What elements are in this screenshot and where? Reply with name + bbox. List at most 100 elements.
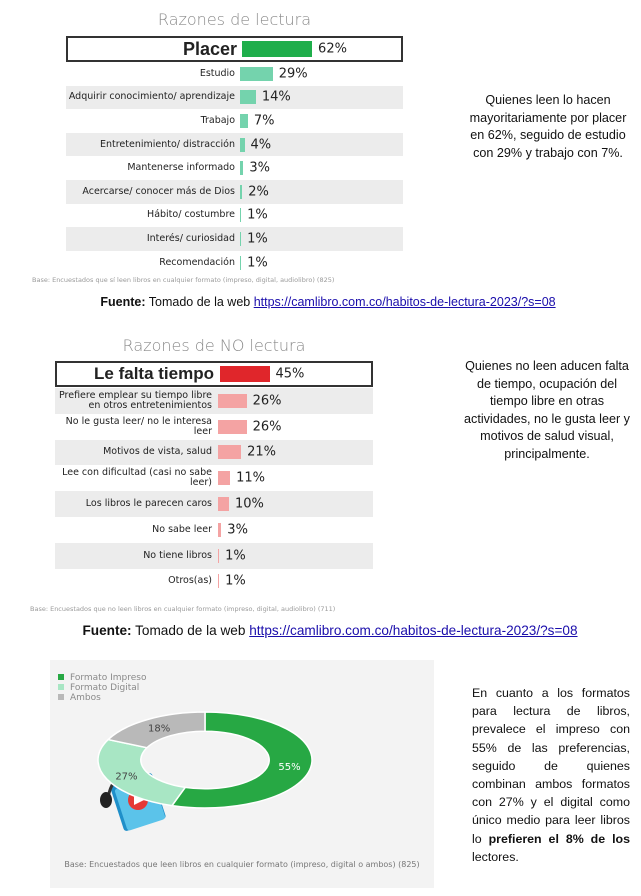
bar <box>218 420 247 434</box>
value-label: 62% <box>318 42 347 57</box>
value-label: 10% <box>235 497 264 512</box>
bar-row: Estudio 29% <box>66 62 403 86</box>
bar <box>218 394 247 408</box>
value-label: 26% <box>253 393 282 408</box>
slice-label: 55% <box>278 762 300 773</box>
category-label: Acercarse/ conocer más de Dios <box>66 187 235 197</box>
value-label: 1% <box>225 574 246 589</box>
bar-row: Entretenimiento/ distracción 4% <box>66 133 403 157</box>
value-label: 3% <box>227 522 248 537</box>
category-label: No le gusta leer/ no le interesa leer <box>55 417 212 437</box>
value-label: 4% <box>251 137 272 152</box>
bar-row: No le gusta leer/ no le interesa leer 26% <box>55 414 373 440</box>
bar <box>240 114 248 128</box>
value-label: 11% <box>236 471 265 486</box>
legend-swatch <box>58 694 64 700</box>
source-link[interactable]: https://camlibro.com.co/habitos-de-lectu… <box>254 295 556 309</box>
source-label: Fuente: <box>100 295 145 309</box>
bar <box>240 256 241 270</box>
value-label: 29% <box>279 66 308 81</box>
bar <box>218 549 219 563</box>
bar <box>218 523 221 537</box>
base-note: Base: Encuestados que no leen libros en … <box>30 605 335 613</box>
page: Quienes leen lo hacen mayoritariamente p… <box>0 0 641 896</box>
bar-row: Lee con dificultad (casi no sabe leer) 11… <box>55 465 373 491</box>
description-text: lectores. <box>472 850 519 864</box>
category-label: Hábito/ costumbre <box>66 210 235 220</box>
bar <box>242 41 312 57</box>
description-text: En cuanto a los formatos para lectura de… <box>472 686 630 846</box>
bar-row: Interés/ curiosidad 1% <box>66 227 403 251</box>
bar-row: No tiene libros 1% <box>55 543 373 569</box>
category-label: Recomendación <box>66 258 235 268</box>
category-label: No tiene libros <box>55 551 212 561</box>
category-label: Otros(as) <box>55 576 212 586</box>
bar-row: Los libros le parecen caros 10% <box>55 491 373 517</box>
value-label: 2% <box>248 184 269 199</box>
base-note: Base: Encuestados que sí leen libros en … <box>32 276 334 284</box>
value-label: 1% <box>247 231 268 246</box>
value-label: 45% <box>276 367 305 382</box>
legend-label: Ambos <box>70 693 101 703</box>
bar-row: Motivos de vista, salud 21% <box>55 440 373 466</box>
category-label: Adquirir conocimiento/ aprendizaje <box>66 92 235 102</box>
source-label: Fuente: <box>82 623 131 638</box>
category-label: Le falta tiempo <box>57 364 214 384</box>
category-label: Estudio <box>66 69 235 79</box>
category-label: Motivos de vista, salud <box>55 447 212 457</box>
category-label: Prefiere emplear su tiempo libre en otro… <box>55 391 212 411</box>
description-bold: prefieren el 8% de los <box>489 832 630 846</box>
bar <box>240 185 242 199</box>
value-label: 1% <box>247 208 268 223</box>
description: Quienes no leen aducen falta de tiempo, … <box>458 358 636 464</box>
bar <box>240 67 273 81</box>
source-line: Fuente: Tomado de la web https://camlibr… <box>0 295 641 309</box>
bar <box>240 232 241 246</box>
bar-row: No sabe leer3% <box>55 517 373 543</box>
donut-chart: 55% Formato Impreso 27% Formato Digital 18% A… <box>50 660 434 888</box>
description: En cuanto a los formatos para lectura de… <box>472 684 630 866</box>
value-label: 14% <box>262 90 291 105</box>
bar <box>218 471 230 485</box>
slice-label: 18% <box>148 724 170 735</box>
bar <box>218 497 229 511</box>
value-label: 1% <box>247 255 268 270</box>
bar-row: Otros(as) 1% <box>55 569 373 595</box>
category-label: Interés/ curiosidad <box>66 234 235 244</box>
legend-label: Formato Impreso <box>70 673 147 683</box>
bar-row: Adquirir conocimiento/ aprendizaje 14% <box>66 86 403 110</box>
bar <box>240 138 245 152</box>
bar <box>240 208 241 222</box>
bar-row: Hábito/ costumbre 1% <box>66 204 403 228</box>
category-label: Entretenimiento/ distracción <box>66 140 235 150</box>
bar <box>218 445 241 459</box>
legend-label: Formato Digital <box>70 683 139 693</box>
category-label: Mantenerse informado <box>66 163 235 173</box>
source-text: Tomado de la web <box>135 623 245 638</box>
value-label: 7% <box>254 113 275 128</box>
bar-row: Acercarse/ conocer más de Dios 2% <box>66 180 403 204</box>
slice-label: 27% <box>115 771 137 782</box>
source-text: Tomado de la web <box>149 295 250 309</box>
value-label: 1% <box>225 548 246 563</box>
chart-title: Razones de lectura <box>66 10 403 29</box>
value-label: 21% <box>247 445 276 460</box>
value-label: 26% <box>253 419 282 434</box>
value-label: 3% <box>249 161 270 176</box>
bar <box>240 161 243 175</box>
bar <box>220 366 270 382</box>
source-link[interactable]: https://camlibro.com.co/habitos-de-lectu… <box>249 623 577 638</box>
base-note: Base: Encuestados que leen libros en cua… <box>50 860 434 869</box>
category-label: Trabajo <box>66 116 235 126</box>
source-line: Fuente: Tomado de la web https://camlibr… <box>0 623 641 638</box>
bar <box>240 90 256 104</box>
category-label: Lee con dificultad (casi no sabe leer) <box>55 468 212 488</box>
bar-row: Prefiere emplear su tiempo libre en otro… <box>55 388 373 414</box>
bar-row: Trabajo 7% <box>66 109 403 133</box>
bar <box>218 574 219 588</box>
description: Quienes leen lo hacen mayoritariamente p… <box>462 92 634 162</box>
bar-row: Recomendación 1% <box>66 251 403 275</box>
category-label: Los libros le parecen caros <box>55 499 212 509</box>
legend-swatch <box>58 674 64 680</box>
